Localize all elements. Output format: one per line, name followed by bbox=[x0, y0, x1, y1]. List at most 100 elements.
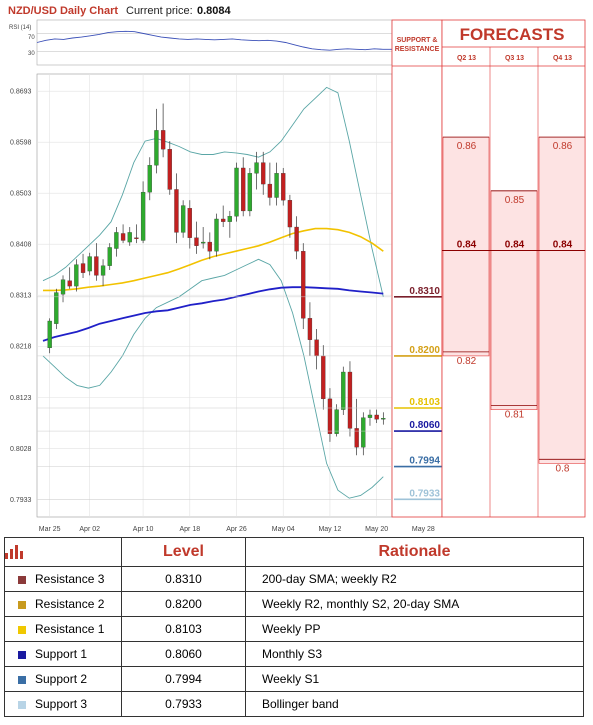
sr-level-label: 0.8060 bbox=[409, 420, 440, 431]
forecast-quarter-header: Q4 13 bbox=[553, 55, 572, 62]
bollinger-lower-line bbox=[42, 258, 384, 499]
table-row: Support 2 0.7994 Weekly S1 bbox=[4, 666, 584, 692]
candle-body bbox=[47, 320, 52, 349]
candle-body bbox=[354, 428, 359, 448]
level-value-cell: 0.8200 bbox=[121, 591, 246, 617]
candle-body bbox=[361, 417, 366, 448]
y-tick-label: 0.8028 bbox=[10, 446, 32, 453]
level-name: Support 2 bbox=[35, 672, 88, 686]
table-row: Resistance 1 0.8103 Weekly PP bbox=[4, 616, 584, 642]
level-rationale-cell: Weekly PP bbox=[245, 616, 584, 642]
x-tick-label: Mar 25 bbox=[39, 526, 61, 533]
x-tick-label: Apr 02 bbox=[79, 526, 100, 533]
level-name: Resistance 3 bbox=[35, 572, 105, 586]
level-name: Support 1 bbox=[35, 647, 88, 661]
forecast-quarter-header: Q2 13 bbox=[457, 55, 476, 62]
level-value-cell: 0.8103 bbox=[121, 616, 246, 642]
candle-body bbox=[80, 263, 86, 273]
candle-body bbox=[107, 247, 112, 266]
level-color-swatch bbox=[18, 700, 26, 709]
candle-body bbox=[307, 318, 313, 340]
level-name: Support 3 bbox=[35, 697, 88, 711]
x-tick-label: May 28 bbox=[412, 526, 435, 533]
candle-body bbox=[127, 232, 132, 243]
y-tick-label: 0.8598 bbox=[10, 140, 32, 147]
level-value-cell: 0.7994 bbox=[121, 666, 246, 692]
sr-level-label: 0.7933 bbox=[409, 488, 440, 499]
candle-body bbox=[334, 409, 339, 434]
table-row: Resistance 2 0.8200 Weekly R2, monthly S2,… bbox=[4, 591, 584, 617]
level-name-cell: Resistance 3 bbox=[4, 566, 122, 592]
candle-body bbox=[254, 162, 259, 174]
table-header-rationale: Rationale bbox=[245, 537, 584, 567]
candle-body bbox=[187, 208, 192, 238]
x-tick-label: May 20 bbox=[365, 526, 388, 533]
table-header-level: Level bbox=[121, 537, 246, 567]
sr-level-label: 0.7994 bbox=[409, 456, 440, 467]
sr-level-label: 0.8310 bbox=[409, 286, 440, 297]
forecast-value: 0.82 bbox=[457, 356, 477, 367]
candle-body bbox=[67, 280, 72, 287]
forecast-quarter-header: Q3 13 bbox=[505, 55, 524, 62]
candle-body bbox=[60, 279, 66, 295]
rsi-label: RSI (14) bbox=[9, 25, 31, 31]
level-color-swatch bbox=[18, 575, 26, 584]
sr-level-label: 0.8200 bbox=[409, 345, 440, 356]
candle-body bbox=[201, 241, 206, 244]
candle-body bbox=[100, 265, 106, 276]
table-header-icon-cell bbox=[4, 537, 122, 567]
y-tick-label: 0.8313 bbox=[10, 293, 32, 300]
candle-body bbox=[167, 149, 172, 190]
candle-body bbox=[221, 218, 226, 222]
candle-body bbox=[207, 241, 212, 252]
candle-body bbox=[341, 371, 346, 410]
candle-body bbox=[281, 173, 286, 201]
table-row: Resistance 3 0.8310 200-day SMA; weekly R2 bbox=[4, 566, 584, 592]
rsi-line bbox=[36, 30, 392, 51]
rsi-panel bbox=[36, 19, 393, 66]
forecast-value: 0.86 bbox=[457, 141, 477, 152]
candle-body bbox=[134, 237, 139, 239]
y-tick-label: 0.8123 bbox=[10, 395, 32, 402]
level-value-cell: 0.7933 bbox=[121, 691, 246, 717]
level-rationale-cell: Weekly R2, monthly S2, 20-day SMA bbox=[245, 591, 584, 617]
table-row: Support 3 0.7933 Bollinger band bbox=[4, 691, 584, 717]
bar-chart-icon bbox=[5, 544, 23, 559]
candle-body bbox=[54, 292, 59, 324]
candle-body bbox=[147, 165, 152, 193]
candle-body bbox=[114, 232, 119, 249]
sr-level-label: 0.8103 bbox=[409, 397, 440, 408]
level-value-cell: 0.8060 bbox=[121, 641, 246, 667]
level-color-swatch bbox=[18, 675, 26, 684]
sr-column bbox=[391, 19, 443, 518]
forecast-value: 0.8 bbox=[556, 463, 570, 474]
candle-body bbox=[194, 237, 199, 246]
candle-body bbox=[74, 264, 79, 287]
levels-table: Level Rationale Resistance 3 0.8310 200-da… bbox=[4, 537, 584, 717]
level-name: Resistance 2 bbox=[35, 597, 105, 611]
y-tick-label: 0.7933 bbox=[10, 497, 32, 504]
sma-200-line bbox=[42, 286, 384, 342]
y-tick-label: 0.8218 bbox=[10, 344, 32, 351]
rsi-level-30: 30 bbox=[28, 51, 35, 57]
chart-title: NZD/USD Daily Chart bbox=[8, 5, 118, 17]
level-color-swatch bbox=[18, 600, 26, 609]
forecast-range-band bbox=[442, 136, 490, 357]
candle-body bbox=[87, 256, 92, 272]
sr-title-line1: SUPPORT & bbox=[397, 37, 438, 44]
candle-body bbox=[174, 189, 179, 233]
bollinger-upper-line bbox=[42, 86, 384, 297]
candle-body bbox=[214, 218, 219, 252]
current-price-label: Current price: bbox=[126, 5, 193, 17]
current-price-value: 0.8084 bbox=[197, 5, 232, 17]
forecast-value: 0.84 bbox=[505, 240, 525, 251]
candle-body bbox=[120, 233, 126, 241]
level-color-swatch bbox=[18, 625, 26, 634]
level-name: Resistance 1 bbox=[35, 622, 105, 636]
rsi-level-70: 70 bbox=[28, 35, 35, 41]
forecast-value: 0.81 bbox=[505, 410, 525, 421]
level-name-cell: Support 3 bbox=[4, 691, 122, 717]
level-rationale-cell: Bollinger band bbox=[245, 691, 584, 717]
x-tick-label: Apr 10 bbox=[133, 526, 154, 533]
sr-title-line2: RESISTANCE bbox=[395, 46, 440, 53]
